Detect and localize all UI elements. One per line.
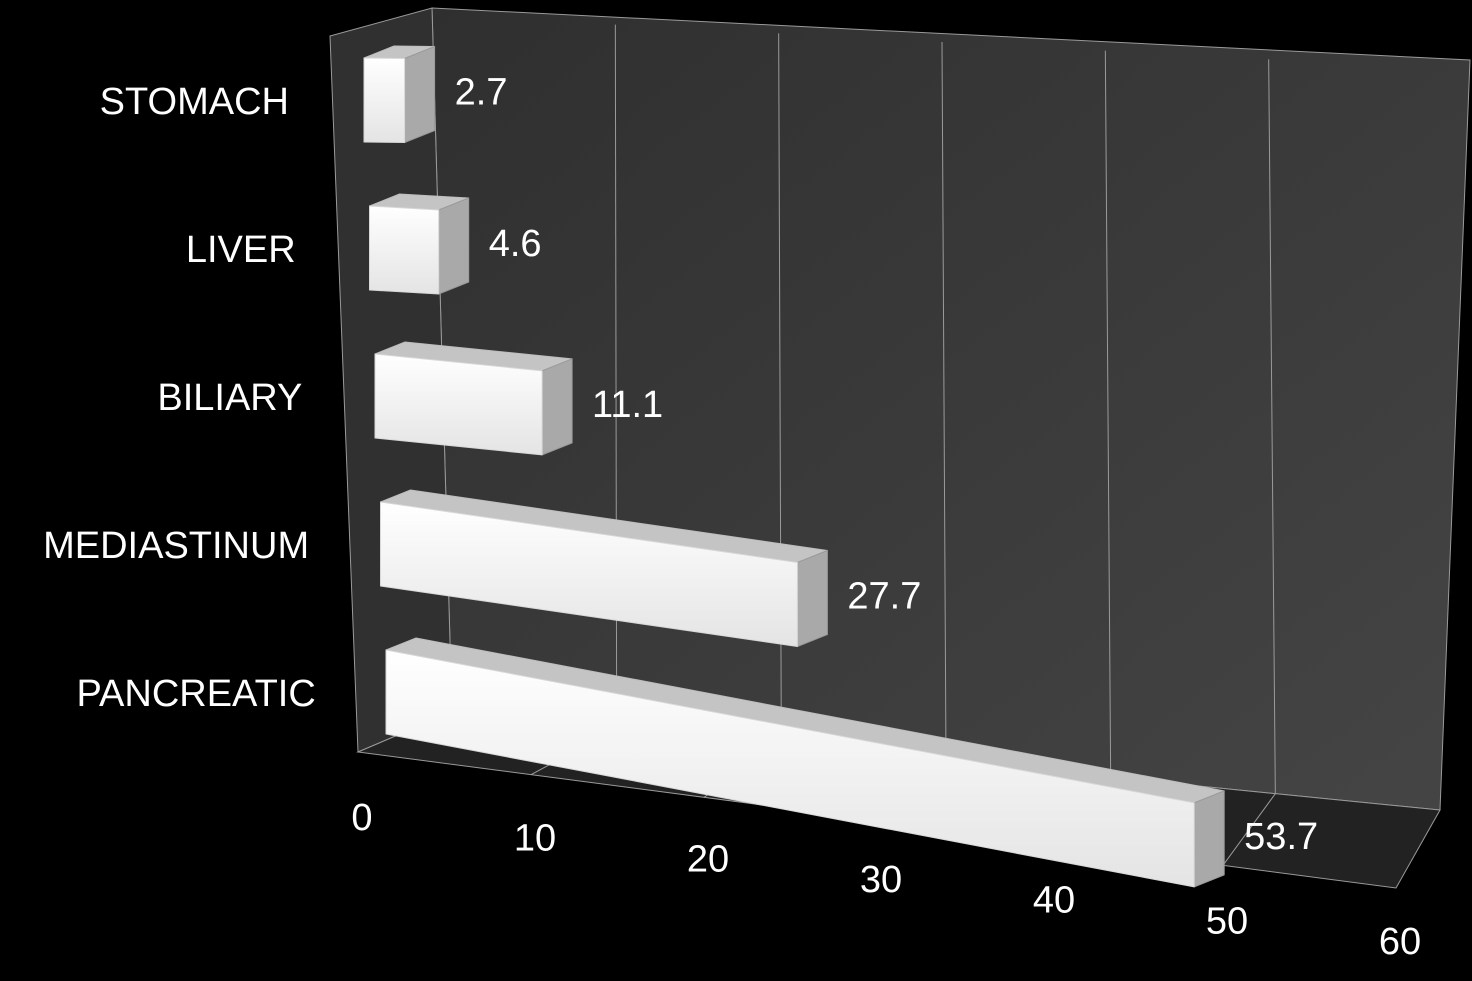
x-tick-label: 40 <box>1033 880 1075 922</box>
data-label: 27.7 <box>847 576 921 618</box>
x-tick-label: 10 <box>514 818 556 860</box>
x-tick-label: 30 <box>860 859 902 901</box>
bar-side-4 <box>1193 790 1225 888</box>
category-label: MEDIASTINUM <box>43 525 309 567</box>
category-label: PANCREATIC <box>77 673 316 715</box>
bar-2 <box>374 353 543 456</box>
x-tick-label: 0 <box>351 797 372 839</box>
bar-3 <box>380 501 798 647</box>
x-tick-label: 50 <box>1206 900 1248 942</box>
gridline-50 <box>1268 59 1276 794</box>
x-tick-label: 60 <box>1379 921 1421 963</box>
data-label: 53.7 <box>1244 816 1318 858</box>
x-tick-label: 20 <box>687 838 729 880</box>
data-label: 11.1 <box>592 384 663 426</box>
gridline-30 <box>941 41 947 762</box>
data-label: 4.6 <box>489 223 542 265</box>
gridline-40 <box>1104 50 1112 778</box>
bar-4 <box>385 649 1195 888</box>
bar-side-3 <box>796 550 828 647</box>
floor-gridline-50 <box>1222 793 1276 866</box>
category-label: STOMACH <box>100 81 289 123</box>
bar-0 <box>363 57 406 143</box>
category-label: LIVER <box>186 229 296 271</box>
bar-side-1 <box>438 197 470 295</box>
bar-side-0 <box>404 46 436 143</box>
data-label: 2.7 <box>455 72 508 114</box>
category-label: BILIARY <box>157 377 302 419</box>
bar-side-2 <box>541 358 573 456</box>
bar-1 <box>369 205 440 295</box>
